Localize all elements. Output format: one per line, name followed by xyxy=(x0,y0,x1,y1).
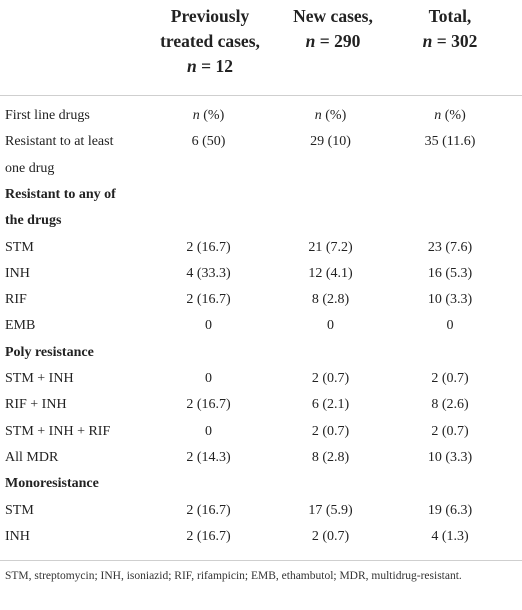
table-cell: 2 (16.7) xyxy=(186,239,231,255)
row-label: EMB xyxy=(5,318,36,334)
row-label: RIF + INH xyxy=(5,397,67,413)
table-cell: 2 (14.3) xyxy=(186,449,231,465)
header-col1-n: n = 12 xyxy=(187,56,233,76)
table-cell: 21 (7.2) xyxy=(308,239,353,255)
table-cell: 17 (5.9) xyxy=(308,502,353,518)
table-cell: 2 (0.7) xyxy=(431,371,469,386)
table-cell: 29 (10) xyxy=(310,134,351,150)
row-label: Resistant to any of xyxy=(5,186,116,202)
footer-divider xyxy=(0,560,522,561)
table-cell: 2 (16.7) xyxy=(186,528,231,544)
row-label: All MDR xyxy=(5,449,59,465)
table-cell: 35 (11.6) xyxy=(424,134,476,150)
table-cell: 0 xyxy=(205,423,212,439)
table-cell: 2 (16.7) xyxy=(186,397,231,413)
header-col3-line1: Total, xyxy=(428,6,472,26)
header-col1-line1: Previously xyxy=(170,6,250,26)
table-cell: 19 (6.3) xyxy=(427,502,473,518)
row-label: INH xyxy=(5,528,30,544)
table-cell: 2 (0.7) xyxy=(311,528,350,544)
row-label: one drug xyxy=(5,160,55,176)
table-footnote: STM, streptomycin; INH, isoniazid; RIF, … xyxy=(5,570,462,582)
header-new-cases: New cases, n = 290 xyxy=(278,4,388,54)
row-label: STM xyxy=(5,239,34,255)
row-label: STM + INH xyxy=(5,371,74,386)
row-label: STM + INH + RIF xyxy=(5,423,111,439)
table-cell: 8 (2.6) xyxy=(431,397,469,413)
table-cell: 0 xyxy=(327,318,334,334)
row-label: INH xyxy=(5,265,30,281)
header-col3-n: n = 302 xyxy=(422,31,478,51)
table-cell: 0 xyxy=(446,318,454,334)
table-cell: 4 (1.3) xyxy=(431,528,469,544)
table-cell: 0 xyxy=(205,371,212,386)
table-cell: 10 (3.3) xyxy=(427,449,473,465)
table-cell: n (%) xyxy=(192,108,225,123)
table-cell: 8 (2.8) xyxy=(311,449,350,465)
table-cell: 2 (0.7) xyxy=(311,371,350,386)
row-label: Poly resistance xyxy=(5,344,94,360)
table-cell: 6 (2.1) xyxy=(311,397,350,413)
row-label: Monoresistance xyxy=(5,476,99,492)
row-label: First line drugs xyxy=(5,108,90,123)
table-cell: 2 (0.7) xyxy=(311,423,350,439)
table-cell: 23 (7.6) xyxy=(427,239,473,255)
header-divider xyxy=(0,95,522,96)
row-label: the drugs xyxy=(5,213,62,229)
table-cell: 4 (33.3) xyxy=(186,265,231,281)
header-col2-n: n = 290 xyxy=(305,31,361,51)
header-col2-line1: New cases, xyxy=(293,6,373,26)
table-cell: n (%) xyxy=(434,108,466,123)
header-total: Total, n = 302 xyxy=(390,4,510,54)
table-cell: 2 (16.7) xyxy=(186,502,231,518)
table-cell: 0 xyxy=(205,318,212,334)
row-label: Resistant to at least xyxy=(5,134,114,150)
table-cell: 2 (16.7) xyxy=(186,292,231,308)
header-col1-line2: treated cases, xyxy=(160,31,260,51)
table-cell: 2 (0.7) xyxy=(431,423,469,439)
table-cell: 10 (3.3) xyxy=(427,292,473,308)
header-previously-treated: Previously treated cases, n = 12 xyxy=(140,4,280,79)
table-cell: 16 (5.3) xyxy=(427,265,473,281)
table-cell: 8 (2.8) xyxy=(311,292,350,308)
table-cell: n (%) xyxy=(314,108,347,123)
table-cell: 12 (4.1) xyxy=(308,265,353,281)
row-label: RIF xyxy=(5,292,27,308)
table-cell: 6 (50) xyxy=(191,134,226,150)
row-label: STM xyxy=(5,502,34,518)
